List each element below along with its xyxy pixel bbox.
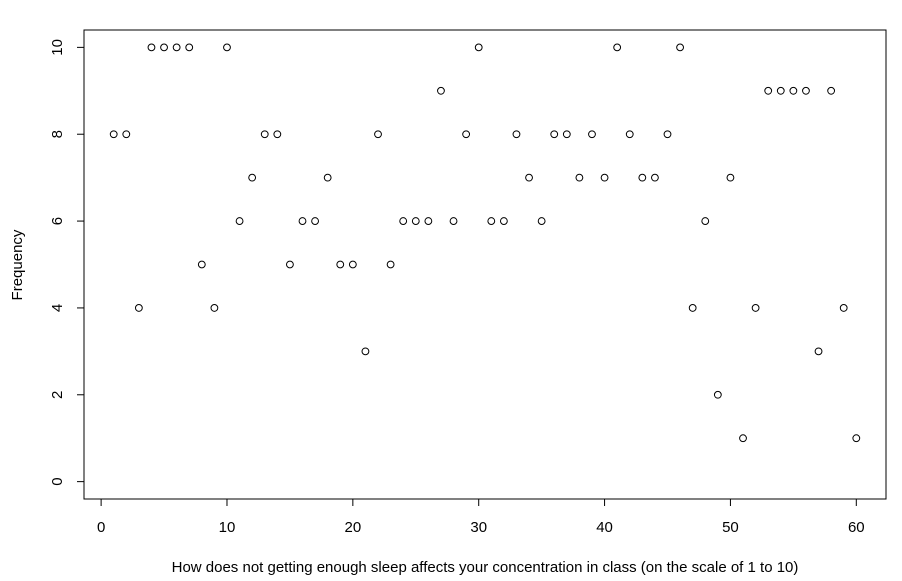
point <box>260 130 269 139</box>
point <box>109 130 118 139</box>
point <box>764 86 773 95</box>
point <box>336 260 345 269</box>
point <box>298 217 307 225</box>
point <box>827 86 836 95</box>
x-tick-label: 30 <box>470 519 487 536</box>
point <box>122 130 131 139</box>
point <box>361 347 370 356</box>
point <box>739 434 747 443</box>
point <box>248 173 257 182</box>
point <box>688 304 697 312</box>
point <box>411 217 420 225</box>
point <box>474 43 483 52</box>
point <box>147 43 156 52</box>
point <box>348 260 357 269</box>
y-tick-label: 4 <box>49 304 66 312</box>
x-tick-label: 60 <box>848 519 865 536</box>
point <box>323 173 332 182</box>
plot-frame <box>83 29 887 500</box>
point <box>814 347 823 356</box>
point <box>223 43 231 52</box>
point <box>424 217 433 225</box>
point <box>701 217 710 225</box>
point <box>802 86 810 95</box>
point <box>525 173 533 182</box>
point <box>449 217 458 225</box>
point <box>676 43 684 52</box>
point <box>172 43 181 52</box>
point <box>625 130 634 139</box>
point <box>776 86 785 95</box>
y-tick-label: 2 <box>49 391 66 399</box>
point <box>374 130 382 139</box>
y-tick-label: 0 <box>49 477 66 485</box>
point <box>575 173 584 182</box>
point <box>487 217 496 225</box>
point <box>286 260 294 269</box>
x-tick-label: 40 <box>596 519 613 536</box>
point <box>537 217 546 225</box>
point <box>462 130 471 139</box>
x-axis-label: How does not getting enough sleep affect… <box>172 559 799 576</box>
point <box>852 434 861 443</box>
point <box>399 217 408 225</box>
point <box>726 173 735 182</box>
point <box>512 130 521 139</box>
y-tick-label: 10 <box>49 39 66 56</box>
point <box>499 217 508 225</box>
x-tick-label: 20 <box>344 519 361 536</box>
point <box>197 260 206 269</box>
point <box>588 130 596 139</box>
point <box>550 130 559 139</box>
point <box>160 43 168 52</box>
point <box>600 173 609 182</box>
point <box>273 130 282 139</box>
y-tick-label: 6 <box>49 217 66 225</box>
point <box>562 130 571 139</box>
point <box>311 217 319 225</box>
point <box>651 173 659 182</box>
point <box>437 86 445 95</box>
point <box>751 304 760 312</box>
point <box>185 43 194 52</box>
point <box>235 217 244 225</box>
point <box>839 304 848 312</box>
y-tick-label: 8 <box>49 130 66 138</box>
point <box>663 130 672 139</box>
point <box>638 173 647 182</box>
point <box>613 43 622 52</box>
x-tick-label: 10 <box>219 519 236 536</box>
x-tick-label: 0 <box>97 519 105 536</box>
point <box>789 86 798 95</box>
y-axis-label: Frequency <box>9 229 26 300</box>
x-tick-label: 50 <box>722 519 739 536</box>
point <box>386 260 395 269</box>
point <box>134 304 143 312</box>
point <box>210 304 219 312</box>
point <box>713 390 722 399</box>
